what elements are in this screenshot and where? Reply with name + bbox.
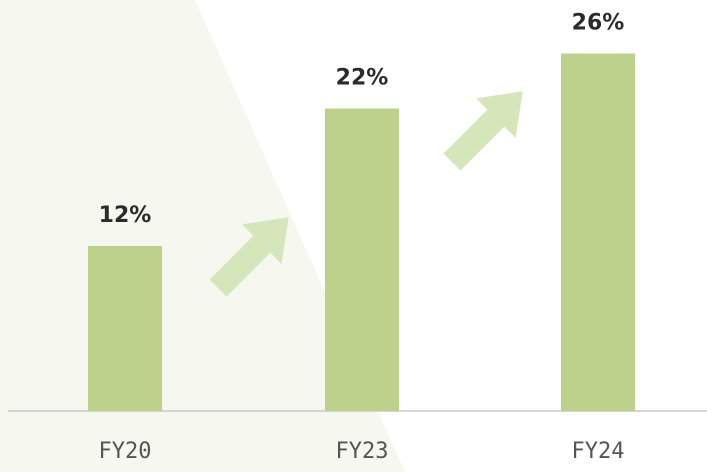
growth-arrow — [209, 217, 289, 297]
value-label: 26% — [572, 11, 625, 36]
growth-arrow — [443, 91, 523, 171]
x-tick-label: FY20 — [99, 439, 152, 464]
value-label: 22% — [336, 66, 389, 91]
x-tick-label: FY23 — [336, 439, 389, 464]
bar — [88, 246, 162, 411]
value-label: 12% — [99, 203, 152, 228]
bar — [325, 108, 399, 411]
bar — [561, 53, 635, 411]
x-tick-label: FY24 — [572, 439, 625, 464]
